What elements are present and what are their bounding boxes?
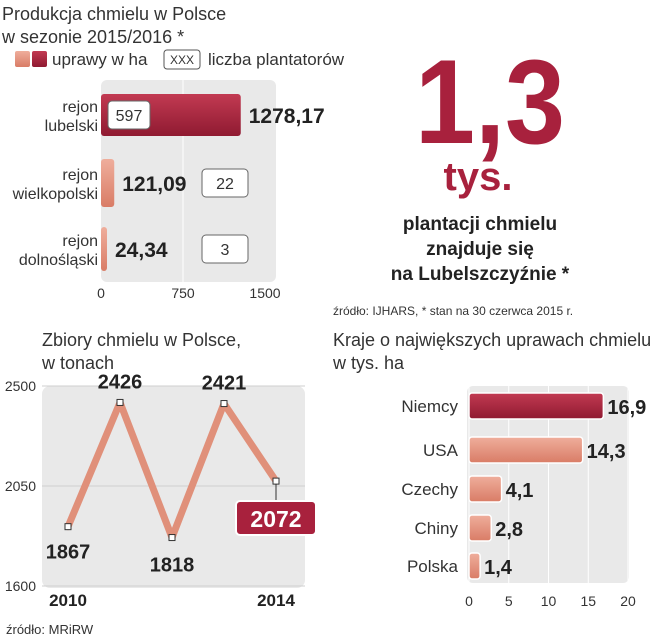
harvest-highlight-box <box>235 500 317 536</box>
production-category-label-1-line-2: wielkopolski <box>12 186 98 203</box>
countries-x-tick-label: 20 <box>620 593 636 609</box>
production-category-label-2-line-2: dolnośląski <box>19 252 98 269</box>
countries-x-tick-label: 5 <box>505 593 513 609</box>
highlight-unit: tys. <box>444 155 513 199</box>
countries-bar <box>468 552 481 580</box>
harvest-source: źródło: MRiRW <box>6 622 94 637</box>
countries-category-label: Niemcy <box>401 397 458 416</box>
countries-x-tick-label: 0 <box>465 593 473 609</box>
production-value-label: 1278,17 <box>249 105 325 128</box>
harvest-value-label: 2421 <box>202 373 247 395</box>
highlight-big-number: 1,3 <box>415 35 565 169</box>
countries-x-tick-label: 10 <box>541 593 557 609</box>
harvest-y-tick-label: 2500 <box>5 378 36 394</box>
countries-x-tick-label: 15 <box>580 593 596 609</box>
highlight-caption-line-2: znajduje się <box>426 239 534 260</box>
production-bar <box>101 227 107 271</box>
production-category-label-0-line-2: lubelski <box>45 118 98 135</box>
harvest-value-label: 2072 <box>250 506 301 532</box>
highlight-block: 1,3 tys. plantacji chmielu znajduje się … <box>333 35 573 318</box>
production-value-label: 121,09 <box>122 173 186 196</box>
harvest-point <box>116 398 124 406</box>
production-count-box <box>201 168 249 198</box>
harvest-x-tick-label: 2010 <box>49 591 87 610</box>
countries-category-label: Polska <box>407 557 459 576</box>
countries-category-label: USA <box>423 441 459 460</box>
countries-value-label: 16,9 <box>607 397 646 419</box>
harvest-point <box>272 477 280 485</box>
production-x-tick-label: 750 <box>171 285 195 301</box>
harvest-value-label: 2426 <box>98 371 143 393</box>
production-chart-title-line-2: w sezonie 2015/2016 * <box>1 27 184 47</box>
harvest-point <box>168 534 176 542</box>
production-category-label-1: rejon <box>62 167 98 184</box>
harvest-chart: Zbiory chmielu w Polsce, w tonach 1600 20… <box>5 330 317 637</box>
legend-area-label: uprawy w ha <box>52 50 148 69</box>
production-category-label-0: rejon <box>62 99 98 116</box>
countries-category-label: Czechy <box>401 480 458 499</box>
legend-swatch-dark <box>32 51 47 67</box>
legend-swatch-salmon <box>15 51 30 67</box>
legend-count-label: liczba plantatorów <box>208 50 345 69</box>
production-x-tick-label: 1500 <box>249 285 280 301</box>
production-bar <box>101 159 115 207</box>
countries-value-label: 1,4 <box>484 557 513 579</box>
production-legend: uprawy w ha XXX liczba plantatorów <box>15 49 345 70</box>
countries-value-label: 14,3 <box>587 441 626 463</box>
production-x-tick-label: 0 <box>97 285 105 301</box>
production-count-label: 3 <box>221 242 230 259</box>
highlight-caption-line-1: plantacji chmielu <box>403 214 557 235</box>
harvest-y-tick-label: 2050 <box>5 478 36 494</box>
countries-bar <box>468 514 493 542</box>
harvest-x-tick-label: 2014 <box>257 591 295 610</box>
countries-chart-title-line-1: Kraje o największych uprawach chmielu, <box>333 330 650 350</box>
countries-bar <box>468 436 584 464</box>
harvest-point <box>64 523 72 531</box>
harvest-value-label: 1867 <box>46 542 91 564</box>
production-count-label: 597 <box>116 108 143 125</box>
harvest-chart-title-line-2: w tonach <box>41 353 114 373</box>
production-category-label-2: rejon <box>62 233 98 250</box>
countries-category-label: Chiny <box>415 519 459 538</box>
countries-bar <box>468 392 605 420</box>
harvest-point <box>220 400 228 408</box>
production-count-box <box>201 234 249 264</box>
countries-value-label: 4,1 <box>506 480 534 502</box>
highlight-caption-line-3: na Lubelszczyźnie * <box>391 264 570 285</box>
production-count-label: 22 <box>216 176 234 193</box>
countries-chart: Kraje o największych uprawach chmielu, w… <box>332 330 650 609</box>
countries-value-label: 2,8 <box>495 519 523 541</box>
legend-count-box <box>163 49 201 70</box>
countries-chart-title-line-2: w tys. ha <box>332 353 405 373</box>
production-count-box <box>107 100 151 130</box>
production-chart: Produkcja chmielu w Polsce w sezonie 201… <box>1 4 345 301</box>
harvest-value-label: 1818 <box>150 555 195 577</box>
countries-bar <box>468 475 503 503</box>
harvest-chart-title-line-1: Zbiory chmielu w Polsce, <box>42 330 241 350</box>
production-chart-title-line-1: Produkcja chmielu w Polsce <box>2 4 226 24</box>
legend-count-box-text: XXX <box>170 53 194 67</box>
highlight-source: źródło: IJHARS, * stan na 30 czerwca 201… <box>333 304 573 318</box>
production-value-label: 24,34 <box>115 239 168 262</box>
harvest-y-tick-label: 1600 <box>5 578 36 594</box>
